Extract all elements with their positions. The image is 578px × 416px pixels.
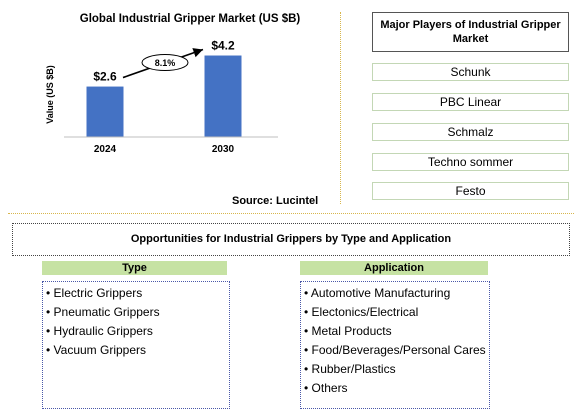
application-item: • Automotive Manufacturing [304, 286, 451, 300]
players-title: Major Players of Industrial Gripper Mark… [372, 12, 569, 52]
chart-title: Global Industrial Gripper Market (US $B) [79, 13, 301, 25]
application-item: • Food/Beverages/Personal Cares [304, 343, 486, 357]
type-item: • Hydraulic Grippers [46, 324, 153, 338]
player-item: Techno sommer [372, 153, 569, 171]
application-header: Application [300, 261, 488, 275]
bar-chart: $2.6 2024 $4.2 2030 Value (US $B) 8.1% [45, 39, 278, 155]
type-item-label: Vacuum Grippers [53, 343, 147, 357]
bar [86, 86, 124, 137]
application-item-label: Food/Beverages/Personal Cares [311, 343, 486, 357]
player-item: Schunk [372, 63, 569, 81]
players-title-text: Major Players of Industrial Gripper Mark… [380, 19, 561, 45]
y-axis-label: Value (US $B) [45, 65, 55, 124]
type-item-label: Electric Grippers [53, 286, 143, 300]
application-item-label: Others [311, 381, 348, 395]
type-item-label: Pneumatic Grippers [53, 305, 160, 319]
type-header: Type [42, 261, 227, 275]
vertical-divider [340, 12, 341, 204]
application-item-label: Electonics/Electrical [311, 305, 419, 319]
application-item-label: Metal Products [311, 324, 392, 338]
bar [204, 55, 242, 137]
player-item: PBC Linear [372, 93, 569, 111]
x-tick-label: 2030 [212, 144, 235, 155]
data-label: $4.2 [211, 39, 235, 53]
application-item: • Electonics/Electrical [304, 305, 419, 319]
player-item: Festo [372, 182, 569, 200]
application-item: • Rubber/Plastics [304, 362, 396, 376]
application-item: • Others [304, 381, 348, 395]
source-label: Source: Lucintel [232, 195, 319, 207]
type-item-label: Hydraulic Grippers [53, 324, 153, 338]
application-item-label: Rubber/Plastics [311, 362, 396, 376]
type-item: • Electric Grippers [46, 286, 143, 300]
horizontal-divider [8, 213, 574, 214]
cagr-bubble [141, 54, 189, 72]
type-list: • Electric Grippers • Pneumatic Grippers… [42, 281, 230, 409]
type-item: • Vacuum Grippers [46, 343, 147, 357]
application-item-label: Automotive Manufacturing [310, 286, 451, 300]
opportunities-title: Opportunities for Industrial Grippers by… [12, 223, 570, 256]
application-list: • Automotive Manufacturing • Electonics/… [300, 281, 490, 409]
player-item: Schmalz [372, 123, 569, 141]
data-label: $2.6 [93, 70, 117, 84]
type-item: • Pneumatic Grippers [46, 305, 160, 319]
cagr-label: 8.1% [155, 58, 176, 68]
application-item: • Metal Products [304, 324, 392, 338]
x-tick-label: 2024 [94, 144, 117, 155]
